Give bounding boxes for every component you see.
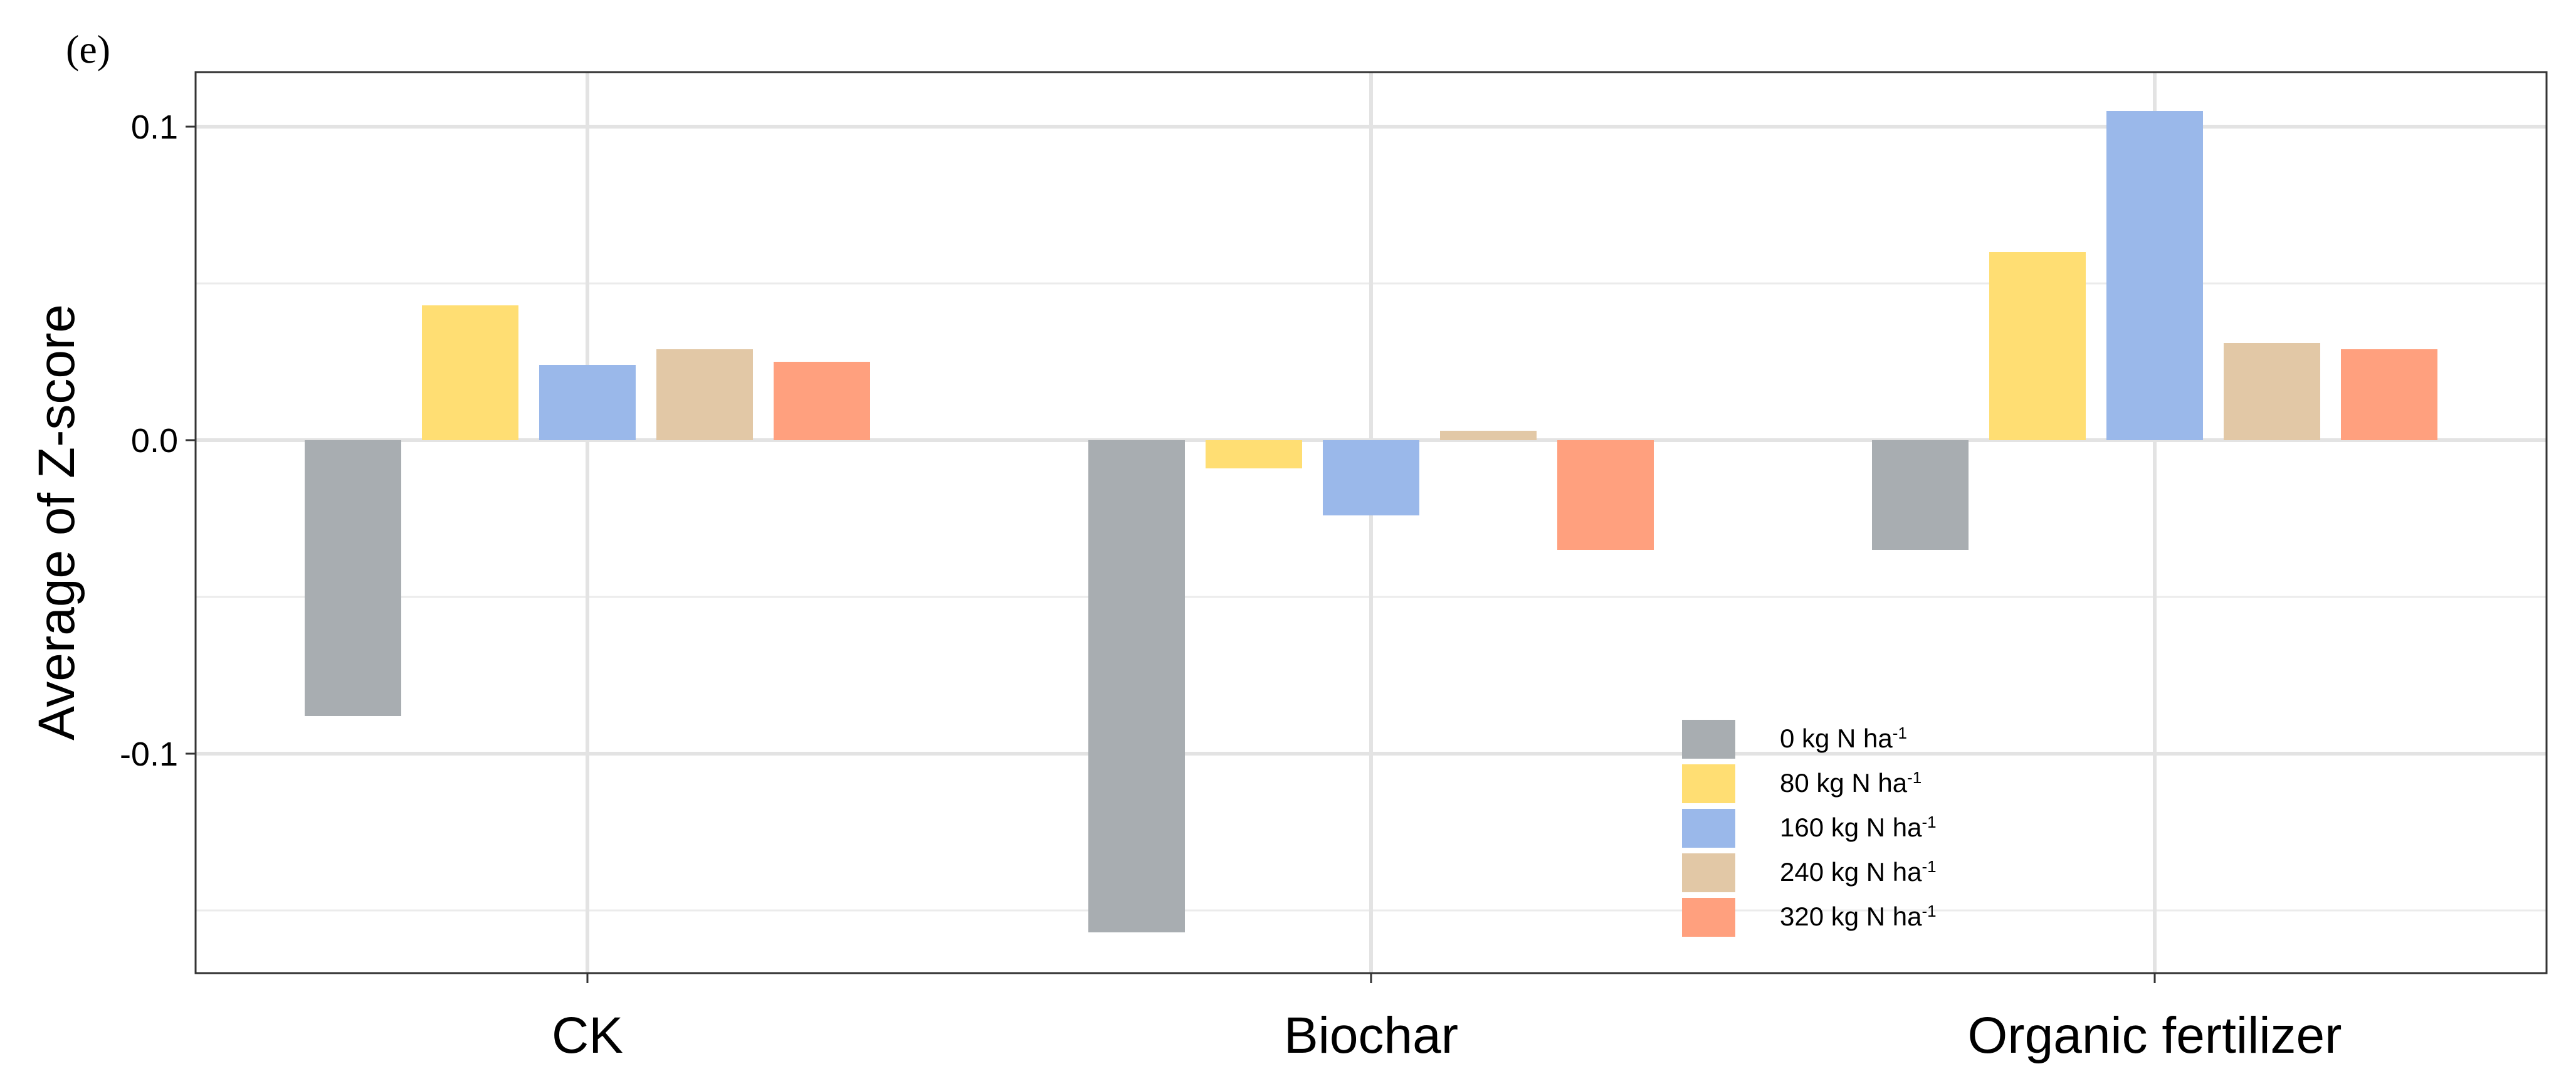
y-tick-label: -0.1: [120, 735, 178, 773]
legend-label: 240 kg N ha-1: [1780, 857, 1937, 887]
axes: 0.1 0.0 -0.1 CK Biochar Organic fertilizer: [120, 108, 2342, 1064]
legend-label-superscript: -1: [1922, 813, 1937, 831]
bar-organic-fertilizer-0: [1872, 440, 1969, 550]
legend-key: [1682, 809, 1735, 848]
y-tick-label: 0.0: [131, 422, 178, 460]
legend-label: 80 kg N ha-1: [1780, 768, 1921, 798]
bar-biochar-3: [1440, 431, 1537, 440]
legend-label-superscript: -1: [1922, 902, 1937, 920]
bar-biochar-2: [1323, 440, 1419, 515]
bar-biochar-0: [1088, 440, 1185, 932]
x-tick-label: Organic fertilizer: [1968, 1007, 2342, 1064]
bar-organic-fertilizer-2: [2106, 111, 2203, 440]
bar-ck-2: [539, 365, 636, 440]
legend-key: [1682, 898, 1735, 937]
bar-organic-fertilizer-3: [2224, 343, 2320, 440]
panel-label: (e): [66, 27, 110, 71]
y-tick-label: 0.1: [131, 108, 178, 146]
legend-key: [1682, 720, 1735, 759]
bar-biochar-4: [1557, 440, 1654, 550]
legend-key: [1682, 764, 1735, 803]
bar-organic-fertilizer-1: [1989, 252, 2086, 440]
legend-key: [1682, 853, 1735, 892]
bar-ck-4: [774, 362, 870, 440]
legend-label-superscript: -1: [1893, 724, 1907, 742]
legend-label: 0 kg N ha-1: [1780, 724, 1907, 753]
bar-biochar-1: [1206, 440, 1302, 468]
x-tick-label: CK: [552, 1007, 623, 1064]
legend: 0 kg N ha-1 80 kg N ha-1 160 kg N ha-1 240 …: [1682, 720, 1937, 937]
y-axis-label: Average of Z-score: [28, 304, 85, 741]
bar-ck-1: [422, 305, 518, 440]
bar-ck-3: [656, 349, 753, 440]
bars: [305, 111, 2437, 932]
bar-ck-0: [305, 440, 401, 716]
bar-organic-fertilizer-4: [2341, 349, 2437, 440]
x-tick-label: Biochar: [1284, 1007, 1458, 1064]
legend-label: 160 kg N ha-1: [1780, 813, 1937, 842]
legend-label: 320 kg N ha-1: [1780, 902, 1937, 931]
legend-label-superscript: -1: [1922, 857, 1937, 876]
legend-label-superscript: -1: [1907, 768, 1921, 787]
